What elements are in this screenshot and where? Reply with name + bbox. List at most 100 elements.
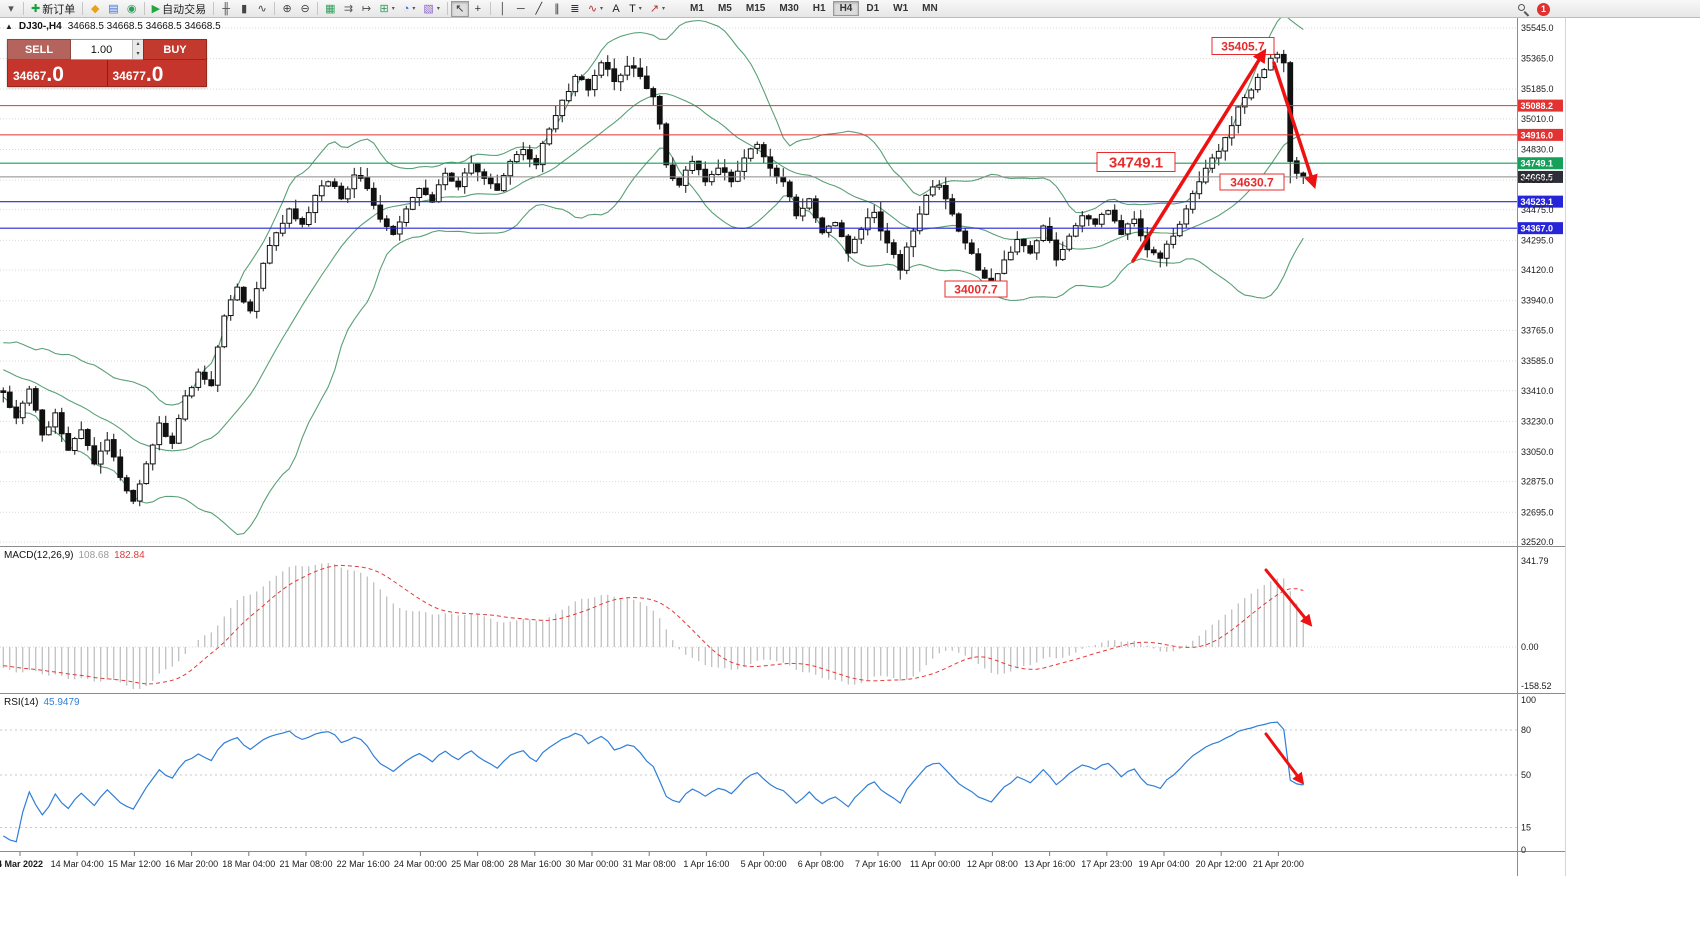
symbol-period-label: DJ30-,H4	[18, 21, 62, 32]
data-window-icon[interactable]: ◉	[123, 1, 141, 17]
favorites-icon[interactable]: ◆	[86, 1, 104, 17]
crosshair-icon[interactable]: +	[469, 1, 487, 17]
trend-arrow[interactable]	[1272, 61, 1318, 189]
elliott-wave-icon[interactable]: ∿ ▾	[584, 1, 607, 17]
text-label-icon[interactable]: T ▾	[625, 1, 646, 17]
search-icon[interactable]	[1516, 2, 1530, 16]
timeframe-m30[interactable]: M30	[772, 1, 805, 16]
timeframe-h4[interactable]: H4	[832, 1, 860, 16]
annotations-layer[interactable]: 35405.7 34749.1 34630.7 34007.7	[944, 37, 1285, 298]
timeframe-m5[interactable]: M5	[711, 1, 739, 16]
arrows-tool-icon[interactable]: ↗ ▾	[646, 1, 669, 17]
sell-price[interactable]: 34667.0	[8, 60, 107, 86]
volume-value[interactable]: 1.00	[90, 43, 113, 56]
price-annotation[interactable]: 34007.7	[954, 282, 998, 296]
new-chart-icon[interactable]: ⊞ ▾	[376, 1, 399, 17]
zoom-in-icon[interactable]: ⊕	[278, 1, 296, 17]
oneclick-collapse-icon[interactable]: ▲	[5, 22, 13, 31]
trendline-icon[interactable]: ╱	[530, 1, 548, 17]
timeframe-m1[interactable]: M1	[683, 1, 711, 16]
toolbar-separator	[446, 2, 448, 15]
price-tick-label: 32875.0	[1521, 477, 1554, 487]
window-menu-icon[interactable]: ▾	[2, 1, 20, 17]
chevron-down-icon: ▾	[638, 6, 642, 12]
time-axis-label: 19 Apr 04:00	[1138, 859, 1189, 869]
zoom-out-icon[interactable]: ⊖	[296, 1, 314, 17]
chevron-down-icon: ▾	[412, 6, 416, 12]
price-annotation[interactable]: 34630.7	[1230, 175, 1274, 189]
price-tick-label: 33410.0	[1521, 386, 1554, 396]
price-line-badge-label: 34367.0	[1521, 224, 1554, 234]
trend-arrow[interactable]	[1131, 48, 1267, 263]
timeframe-h1[interactable]: H1	[806, 1, 833, 16]
timeframe-d1[interactable]: D1	[859, 1, 886, 16]
rsi-scale-label: 15	[1521, 823, 1531, 833]
tile-windows-icon: ▦	[325, 2, 336, 15]
sell-button[interactable]: SELL	[7, 39, 71, 60]
new-order-button[interactable]: ✚ 新订单	[27, 1, 79, 17]
zoom-in-icon: ⊕	[282, 2, 292, 15]
cursor-icon[interactable]: ↖	[450, 0, 469, 17]
price-tick-label: 35010.0	[1521, 114, 1554, 124]
notifications-badge[interactable]: 1	[1537, 2, 1550, 16]
chevron-down-icon: ▾	[600, 6, 604, 12]
chart-shift-icon[interactable]: ↦	[358, 1, 376, 17]
tile-windows-icon[interactable]: ▦	[321, 1, 339, 17]
bar-chart-icon[interactable]: ╫	[217, 1, 235, 17]
volume-spinner[interactable]: ▴ ▾	[132, 40, 143, 59]
macd-scale-label: -158.52	[1521, 681, 1552, 691]
buy-price[interactable]: 34677.0	[106, 60, 207, 86]
price-annotation[interactable]: 35405.7	[1221, 39, 1265, 53]
time-axis-label: 6 Apr 08:00	[798, 859, 844, 869]
time-axis[interactable]: 4 Mar 2022 14 Mar 04:00 15 Mar 12:00 16 Mar…	[0, 852, 1304, 869]
price-annotation[interactable]: 34749.1	[1109, 154, 1163, 171]
fibonacci-icon[interactable]: ≣	[566, 1, 584, 17]
text-label-icon: T	[629, 2, 636, 15]
timeframe-m15[interactable]: M15	[739, 1, 772, 16]
time-axis-label: 1 Apr 16:00	[683, 859, 729, 869]
auto-scroll-icon[interactable]: ⇉	[340, 1, 358, 17]
template-icon[interactable]: ▧ ▾	[419, 1, 443, 17]
price-line-badge	[1518, 128, 1563, 141]
macd-value: 108.68	[78, 550, 110, 561]
timeframe-w1[interactable]: W1	[886, 1, 915, 16]
elliott-wave-icon: ∿	[587, 2, 598, 15]
period-icon[interactable]: ◔ ▾	[399, 1, 420, 17]
chevron-down-icon: ▾	[391, 6, 395, 12]
macd-layer	[0, 563, 1517, 689]
trend-arrow[interactable]	[1264, 568, 1313, 627]
price-scale[interactable]: 35545.0 35365.0 35185.0 35010.0 34830.0 34650…	[1521, 23, 1554, 855]
vertical-line-icon: │	[499, 2, 507, 15]
volume-field[interactable]: 1.00 ▴ ▾	[71, 39, 143, 60]
window-menu-icon: ▾	[8, 2, 14, 15]
volume-up-icon[interactable]: ▴	[133, 40, 143, 50]
autotrading-button[interactable]: ▶ 自动交易	[148, 1, 210, 17]
cursor-icon: ↖	[455, 2, 465, 15]
buy-button[interactable]: BUY	[143, 39, 207, 60]
hlines-layer[interactable]: 35088.2 34916.0 34749.1 34523.1 34367.0 34668…	[0, 99, 1563, 235]
trend-arrow[interactable]	[1264, 732, 1305, 785]
data-window-icon: ◉	[126, 2, 137, 15]
equidistant-channel-icon[interactable]: ∥	[548, 1, 566, 17]
rsi-indicator-label: RSI(14) 45.9479	[4, 697, 80, 708]
timeframe-mn[interactable]: MN	[915, 1, 945, 16]
chart-canvas[interactable]: 35088.2 34916.0 34749.1 34523.1 34367.0 34668…	[0, 18, 1700, 943]
text-icon[interactable]: A	[607, 1, 625, 17]
rsi-scale-label: 100	[1521, 695, 1536, 705]
volume-down-icon[interactable]: ▾	[133, 49, 143, 59]
horizontal-line-icon[interactable]: ─	[512, 1, 530, 17]
time-axis-label: 21 Mar 08:00	[279, 859, 332, 869]
line-chart-icon[interactable]: ∿	[253, 1, 271, 17]
market-watch-icon[interactable]: ▤	[104, 1, 122, 17]
time-axis-label: 5 Apr 00:00	[741, 859, 787, 869]
time-axis-label: 31 Mar 08:00	[623, 859, 676, 869]
price-line-badge	[1518, 99, 1563, 112]
price-tick-label: 33765.0	[1521, 325, 1554, 335]
candlestick-chart-icon[interactable]: ▮	[235, 1, 253, 17]
vertical-line-icon[interactable]: │	[494, 1, 512, 17]
sell-price-big: .0	[46, 63, 64, 86]
price-annotation-box	[944, 280, 1008, 298]
macd-signal-value: 182.84	[114, 550, 145, 561]
arrows-layer[interactable]	[1131, 48, 1318, 785]
favorites-icon: ◆	[90, 2, 100, 15]
